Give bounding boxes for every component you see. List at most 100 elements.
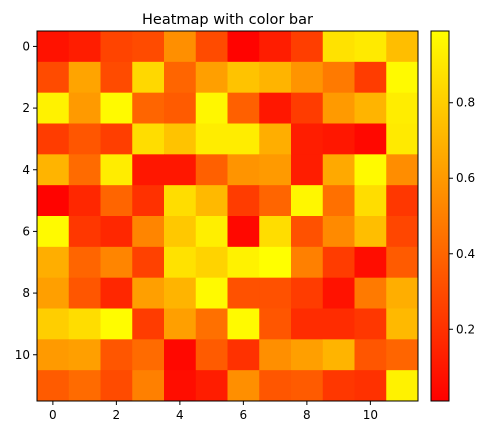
heatmap-cell (100, 185, 133, 217)
heatmap-cell (322, 61, 355, 94)
heatmap-cell (386, 308, 419, 340)
heatmap-cell (354, 277, 387, 309)
heatmap-cell (386, 370, 419, 402)
heatmap-cell (259, 185, 292, 217)
heatmap-cell (386, 246, 419, 279)
heatmap-cell (291, 216, 324, 248)
heatmap-cell (259, 123, 292, 155)
heatmap-cell (322, 246, 355, 279)
heatmap-cell (132, 92, 165, 124)
heatmap-cell (68, 308, 101, 340)
heatmap-cell (164, 123, 197, 155)
heatmap-cell (386, 92, 419, 124)
heatmap-cell (386, 154, 419, 186)
heatmap-cell (259, 31, 292, 63)
heatmap-cell (227, 154, 260, 186)
heatmap-cell (37, 154, 70, 186)
heatmap-cell (100, 370, 133, 402)
heatmap-cell (291, 154, 324, 186)
heatmap-cell (354, 154, 387, 186)
heatmap-cell (227, 123, 260, 155)
heatmap-cell (386, 31, 419, 63)
heatmap-cell (259, 370, 292, 402)
heatmap-cell (195, 31, 228, 63)
heatmap-cell (291, 31, 324, 63)
x-tick-label: 8 (303, 408, 311, 422)
y-tick-label: 0 (22, 39, 30, 53)
heatmap-cell (100, 308, 133, 340)
heatmap-cell (164, 370, 197, 402)
heatmap-cell (386, 277, 419, 309)
heatmap-cell (37, 185, 70, 217)
heatmap-cell (195, 216, 228, 248)
x-axis: 0 2 4 6 8 10 (49, 401, 378, 422)
heatmap-cell (132, 61, 165, 94)
heatmap-cell (132, 123, 165, 155)
heatmap-cell (259, 308, 292, 340)
heatmap-cell (259, 154, 292, 186)
heatmap-cell (164, 154, 197, 186)
y-tick-label: 8 (22, 286, 30, 300)
heatmap-cell (322, 31, 355, 63)
heatmap-cell (164, 61, 197, 94)
x-tick-label: 10 (363, 408, 378, 422)
x-tick-label: 0 (49, 408, 57, 422)
heatmap-cell (354, 31, 387, 63)
heatmap-cell (322, 216, 355, 248)
heatmap-cell (37, 31, 70, 63)
heatmap-cell (68, 31, 101, 63)
heatmap-cell (322, 123, 355, 155)
heatmap-cell (259, 61, 292, 94)
heatmap-cell (259, 246, 292, 279)
heatmap-cell (68, 339, 101, 371)
heatmap-cell (68, 154, 101, 186)
heatmap-cell (354, 339, 387, 371)
heatmap-cell (227, 277, 260, 309)
heatmap-cell (100, 216, 133, 248)
heatmap-cell (195, 92, 228, 124)
heatmap-cell (164, 277, 197, 309)
heatmap-cell (37, 92, 70, 124)
heatmap-cell (100, 246, 133, 279)
heatmap-cell (227, 370, 260, 402)
heatmap-cell (227, 92, 260, 124)
heatmap-cell (322, 277, 355, 309)
heatmap-cell (354, 185, 387, 217)
heatmap-cell (322, 339, 355, 371)
heatmap-cell (195, 123, 228, 155)
heatmap-cell (68, 61, 101, 94)
heatmap-cell (164, 216, 197, 248)
heatmap-cell (37, 277, 70, 309)
heatmap-cell (164, 339, 197, 371)
heatmap-cell (132, 154, 165, 186)
y-tick-label: 4 (22, 163, 30, 177)
heatmap-cell (322, 154, 355, 186)
colorbar-tick-label: 0.4 (456, 247, 475, 261)
heatmap-cell (132, 216, 165, 248)
heatmap-cell (386, 123, 419, 155)
heatmap-cell (132, 277, 165, 309)
heatmap-cell (227, 246, 260, 279)
heatmap-cell (354, 246, 387, 279)
heatmap-cell (195, 277, 228, 309)
heatmap-cell (291, 277, 324, 309)
heatmap-cell (100, 61, 133, 94)
heatmap-cell (291, 123, 324, 155)
heatmap-cell (132, 370, 165, 402)
colorbar-tick-label: 0.6 (456, 171, 475, 185)
heatmap-cell (68, 370, 101, 402)
heatmap-cell (68, 277, 101, 309)
heatmap-cell (227, 216, 260, 248)
heatmap-cell (227, 61, 260, 94)
heatmap-cell (132, 31, 165, 63)
heatmap-cell (195, 154, 228, 186)
heatmap-cell (354, 92, 387, 124)
heatmap-cell (37, 123, 70, 155)
heatmap-cell (68, 246, 101, 279)
heatmap-cell (354, 123, 387, 155)
heatmap-cell (227, 31, 260, 63)
heatmap-cell (291, 92, 324, 124)
heatmap-cell (68, 123, 101, 155)
heatmap-cell (68, 92, 101, 124)
colorbar-tick-label: 0.8 (456, 96, 475, 110)
